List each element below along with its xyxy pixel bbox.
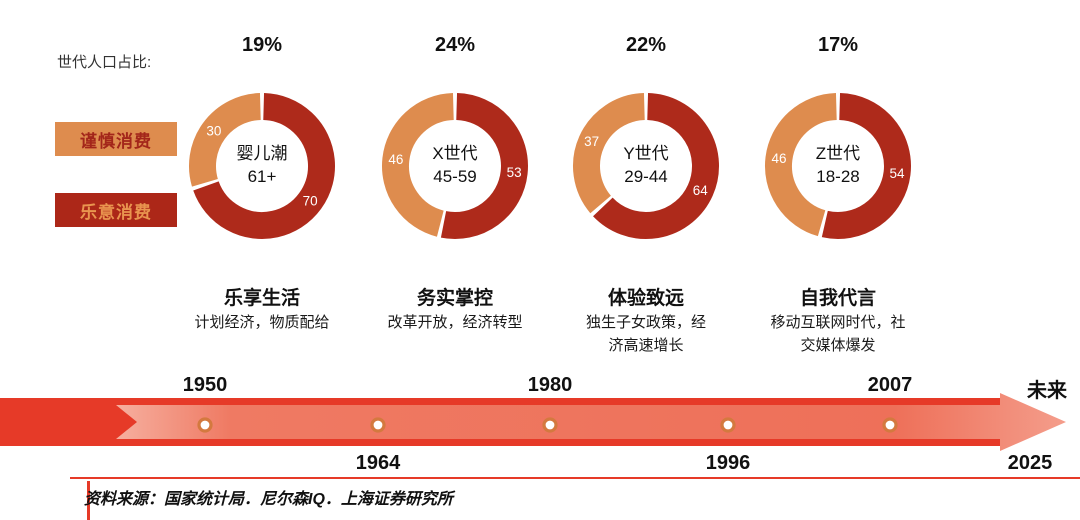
source-note: 资料来源：国家统计局．尼尔森IQ．上海证券研究所 [84,491,453,508]
donut-segment-value: 53 [507,165,522,180]
year-label-2007: 2007 [867,374,913,396]
generation-column-babyboom: 19% 70 30 婴儿潮 61+ 乐享生活 计划经济，物质配给 [152,0,372,380]
donut-segment-value: 30 [206,124,221,139]
donut-chart-geny: 64 37 Y世代 29-44 [566,86,726,246]
donut-segment-value: 46 [388,152,403,167]
generation-column-geny: 22% 64 37 Y世代 29-44 体验致远 独生子女政策，经济高速增长 [536,0,756,380]
footer-vertical-line [87,481,90,520]
generation-trait: 务实掌控 [416,288,493,309]
donut-segment [440,93,528,239]
generation-column-genz: 17% 54 46 Z世代 18-28 自我代言 移动互联网时代，社交媒体爆发 [728,0,948,380]
year-label-1980: 1980 [527,374,573,396]
footer-divider-line [70,477,1080,479]
timeline-marker-1996 [720,417,736,433]
generation-context: 计划经济，物质配给 [194,314,330,331]
donut-segment [821,93,911,239]
year-label-2025: 2025 [1007,452,1053,474]
donut-chart-genz: 54 46 Z世代 18-28 [758,86,918,246]
donut-segment [193,93,335,239]
donut-segment [573,93,646,214]
timeline-arrow [0,393,1066,451]
population-share-label: 17% [817,34,859,56]
generation-trait: 乐享生活 [223,288,300,309]
timeline-inner-arrow [116,393,1066,451]
timeline-marker-2007 [882,417,898,433]
population-share-label: 19% [241,34,283,56]
donut-segment [382,93,455,237]
generation-column-genx: 24% 53 46 X世代 45-59 务实掌控 改革开放，经济转型 [345,0,565,380]
donut-segment-value: 46 [771,151,786,166]
timeline-marker-1964 [370,417,386,433]
year-label-1950: 1950 [182,374,228,396]
chart-title: 世代人口占比: [57,54,152,71]
donut-segment [765,93,838,237]
donut-chart-babyboom: 70 30 婴儿潮 61+ [182,86,342,246]
donut-segment-value: 54 [889,166,905,181]
year-label-1964: 1964 [355,452,401,474]
donut-svg: 64 37 [573,93,719,239]
population-share-label: 24% [434,34,476,56]
generation-trait: 自我代言 [799,288,876,309]
generation-context: 改革开放，经济转型 [387,314,523,331]
donut-segment [189,93,262,187]
timeline-marker-1950 [197,417,213,433]
generation-context: 独生子女政策，经济高速增长 [585,314,706,354]
future-label: 未来 [1027,380,1067,402]
population-share-label: 22% [625,34,667,56]
donut-svg: 54 46 [765,93,911,239]
donut-chart-genx: 53 46 X世代 45-59 [375,86,535,246]
donut-segment-value: 70 [303,194,318,209]
legend-cautious-consumption: 谨慎消费 [55,122,177,156]
generation-context: 移动互联网时代，社交媒体爆发 [770,314,906,354]
year-label-1996: 1996 [705,452,751,474]
timeline-markers [197,417,898,433]
donut-svg: 70 30 [189,93,335,239]
legend-willing-consumption: 乐意消费 [55,193,177,227]
donut-segment [593,93,719,239]
donut-segment-value: 64 [693,183,709,198]
donut-segment-value: 37 [584,134,599,149]
donut-svg: 53 46 [382,93,528,239]
generation-trait: 体验致远 [607,288,684,309]
timeline-marker-1980 [542,417,558,433]
